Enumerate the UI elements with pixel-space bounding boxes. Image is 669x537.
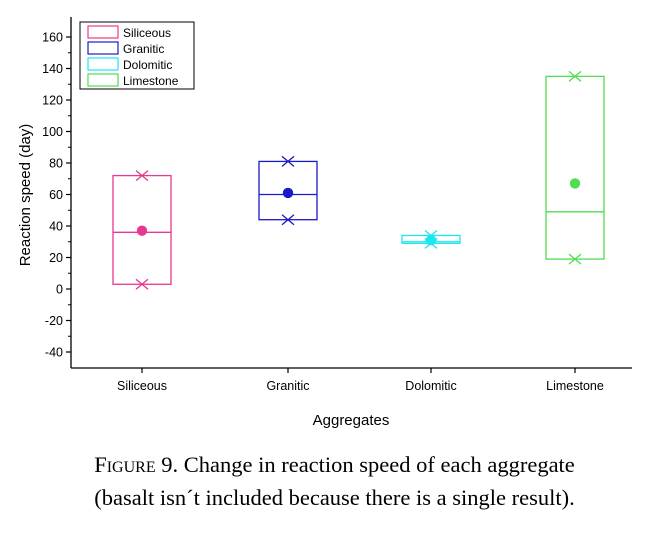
box-plots [112, 70, 605, 290]
figure-caption: Figure 9. Change in reaction speed of ea… [0, 448, 669, 514]
y-tick-label: -20 [45, 314, 63, 328]
legend-item-limestone: Limestone [87, 73, 179, 88]
mean-marker [569, 178, 581, 189]
legend-label: Siliceous [123, 26, 171, 40]
min-marker [281, 214, 295, 226]
box-siliceous [112, 170, 172, 290]
legend-frame [79, 21, 195, 90]
y-tick-label: 160 [42, 31, 63, 45]
caption-text-1: Change in reaction speed of each aggrega… [183, 452, 575, 477]
y-tick-label: 0 [56, 283, 63, 297]
legend-swatch [87, 73, 119, 87]
caption-label: Figure 9. [94, 452, 179, 477]
legend-swatch [87, 41, 119, 55]
chart: -40 -20 0 20 40 60 80 100 120 140 160 Siliceous Gran… [17, 17, 632, 429]
min-marker [424, 237, 438, 249]
x-tick-label: Siliceous [117, 379, 167, 393]
max-marker [424, 229, 438, 241]
caption-line-1: Figure 9. Change in reaction speed of ea… [0, 448, 669, 481]
legend-item-dolomitic: Dolomitic [87, 57, 172, 72]
legend-label: Dolomitic [123, 58, 172, 72]
max-marker [568, 70, 582, 82]
x-tick-label: Limestone [546, 379, 604, 393]
max-marker [281, 155, 295, 167]
y-tick-label: -40 [45, 346, 63, 360]
max-marker [135, 170, 149, 182]
mean-marker [136, 225, 148, 236]
y-tick-label: 20 [49, 251, 63, 265]
box-rect [545, 75, 605, 260]
box-limestone [545, 70, 605, 265]
y-tick-label: 40 [49, 220, 63, 234]
legend-label: Granitic [123, 42, 164, 56]
y-tick-label: 80 [49, 157, 63, 171]
legend-item-siliceous: Siliceous [87, 25, 171, 40]
legend: Siliceous Granitic Dolomitic Limestone [79, 21, 195, 90]
axes: -40 -20 0 20 40 60 80 100 120 140 160 Siliceous Gran… [42, 17, 632, 393]
legend-swatch [87, 25, 119, 39]
legend-item-granitic: Granitic [87, 41, 164, 56]
y-axis-title: Reaction speed (day) [17, 124, 34, 267]
legend-label: Limestone [123, 74, 179, 88]
mean-marker [282, 187, 294, 199]
x-axis-title: Aggregates [313, 412, 390, 429]
min-marker [568, 253, 582, 265]
min-marker [135, 278, 149, 290]
box-dolomitic [401, 229, 461, 249]
x-tick-label: Granitic [266, 379, 309, 393]
x-tick-label: Dolomitic [405, 379, 456, 393]
y-tick-label: 60 [49, 188, 63, 202]
legend-swatch [87, 57, 119, 71]
y-tick-label: 120 [42, 94, 63, 108]
caption-line-2: (basalt isn´t included because there is … [94, 485, 575, 510]
y-tick-label: 140 [42, 62, 63, 76]
y-tick-label: 100 [42, 125, 63, 139]
box-granitic [258, 155, 318, 226]
